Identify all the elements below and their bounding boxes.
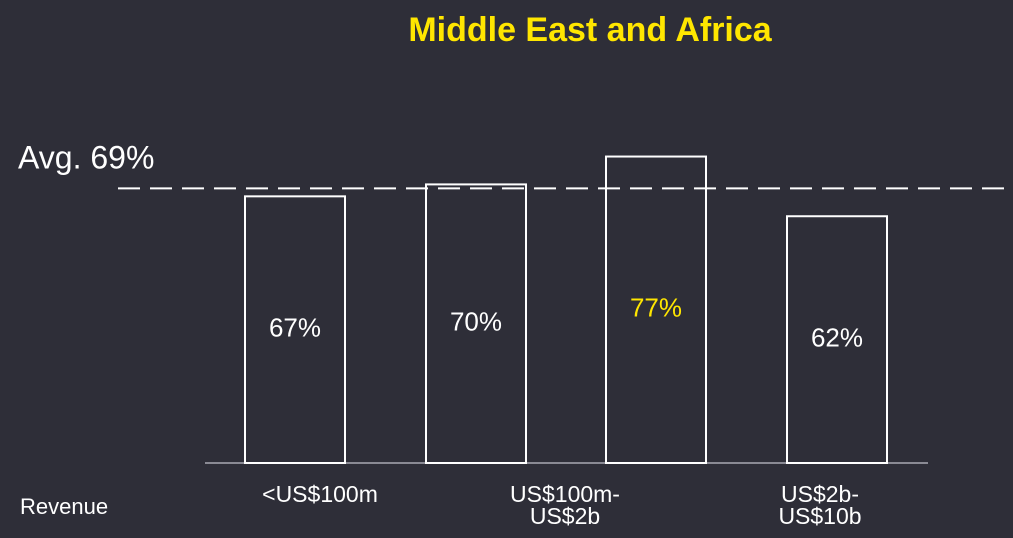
average-label: Avg. 69% xyxy=(18,139,154,175)
bar xyxy=(605,155,707,464)
data-label: 67% xyxy=(269,313,321,343)
bar xyxy=(244,195,346,464)
x-axis-label: Revenue xyxy=(20,494,108,519)
data-label: 70% xyxy=(450,307,502,337)
x-tick-label: US$100m-US$2b xyxy=(510,481,620,529)
bar xyxy=(425,183,527,464)
bar xyxy=(786,215,888,464)
data-label: 62% xyxy=(811,322,863,352)
x-tick-label: <US$100m xyxy=(262,481,378,507)
data-label: 77% xyxy=(630,293,682,323)
chart-title: Middle East and Africa xyxy=(408,11,772,49)
x-tick-label: US$2b-US$10b xyxy=(778,481,862,529)
